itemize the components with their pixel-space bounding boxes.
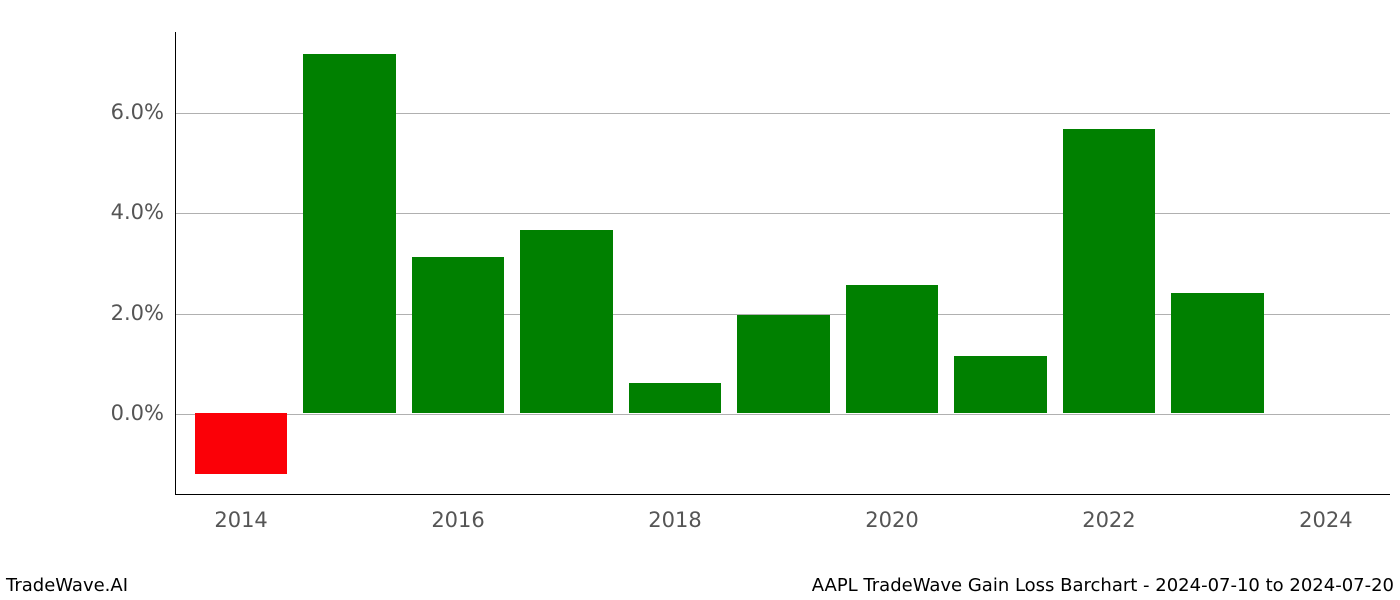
bar xyxy=(954,356,1046,414)
bar xyxy=(195,413,287,473)
bar xyxy=(1063,129,1155,413)
x-tick-label: 2018 xyxy=(648,508,701,532)
bar xyxy=(846,285,938,413)
footer-brand: TradeWave.AI xyxy=(6,575,128,596)
bar xyxy=(1171,293,1263,414)
bar xyxy=(737,315,829,413)
x-tick-label: 2022 xyxy=(1082,508,1135,532)
y-tick-label: 0.0% xyxy=(111,401,176,425)
footer-caption: AAPL TradeWave Gain Loss Barchart - 2024… xyxy=(812,575,1394,596)
grid-line xyxy=(176,414,1390,415)
x-tick-label: 2016 xyxy=(431,508,484,532)
y-tick-label: 6.0% xyxy=(111,100,176,124)
y-tick-label: 2.0% xyxy=(111,301,176,325)
bar xyxy=(303,54,395,414)
x-tick-label: 2020 xyxy=(865,508,918,532)
bar xyxy=(629,383,721,413)
bar xyxy=(412,257,504,413)
y-tick-label: 4.0% xyxy=(111,200,176,224)
x-tick-label: 2024 xyxy=(1299,508,1352,532)
x-tick-label: 2014 xyxy=(214,508,267,532)
gain-loss-barchart: 0.0%2.0%4.0%6.0%201420162018202020222024 xyxy=(175,32,1390,495)
bar xyxy=(520,230,612,414)
